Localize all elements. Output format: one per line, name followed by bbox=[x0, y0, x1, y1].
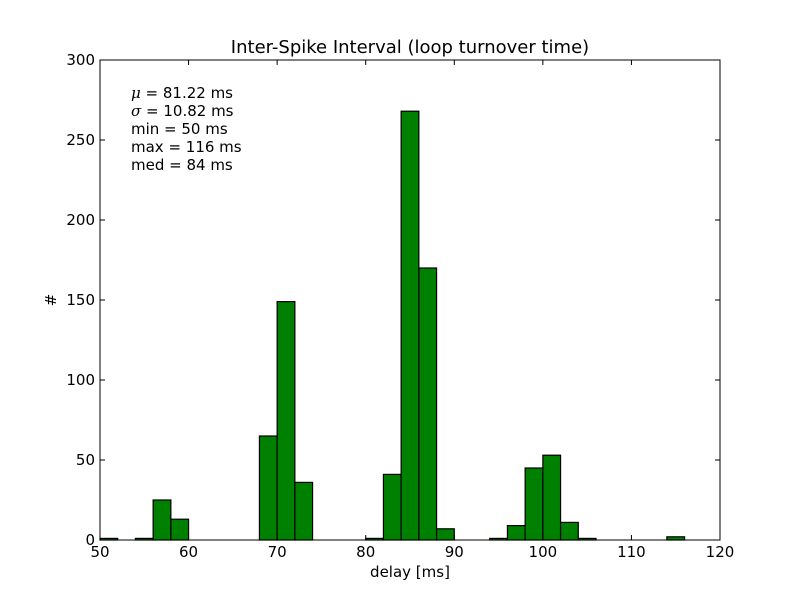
y-tick-label: 300 bbox=[66, 51, 95, 69]
histogram-bar bbox=[418, 267, 438, 541]
y-tick-label: 150 bbox=[66, 291, 95, 309]
stat-line: med = 84 ms bbox=[131, 156, 233, 174]
stat-text: med = 84 ms bbox=[131, 156, 233, 174]
stat-line: max = 116 ms bbox=[131, 138, 242, 156]
x-tick-label: 50 bbox=[90, 543, 109, 561]
histogram-bar bbox=[258, 435, 278, 541]
y-axis-label: # bbox=[42, 294, 60, 307]
histogram-bar bbox=[170, 518, 190, 541]
x-tick-label: 120 bbox=[706, 543, 735, 561]
histogram-bar bbox=[276, 301, 296, 541]
y-tick-label: 0 bbox=[85, 531, 95, 549]
x-tick-label: 60 bbox=[179, 543, 198, 561]
x-tick-label: 110 bbox=[617, 543, 646, 561]
stat-symbol: σ bbox=[131, 102, 142, 120]
stat-symbol: μ bbox=[131, 84, 141, 102]
x-tick-label: 100 bbox=[529, 543, 558, 561]
stat-text: = 81.22 ms bbox=[141, 84, 233, 102]
chart-title: Inter-Spike Interval (loop turnover time… bbox=[231, 37, 589, 58]
histogram-bar bbox=[400, 110, 420, 541]
stat-text: max = 116 ms bbox=[131, 138, 242, 156]
histogram-bar bbox=[435, 528, 455, 541]
stat-line: μ = 81.22 ms bbox=[131, 84, 233, 102]
histogram-bar bbox=[506, 524, 526, 541]
stat-text: min = 50 ms bbox=[131, 120, 228, 138]
stat-line: σ = 10.82 ms bbox=[131, 102, 234, 120]
histogram-bar bbox=[559, 521, 579, 541]
stat-text: = 10.82 ms bbox=[141, 102, 233, 120]
histogram-bar bbox=[294, 481, 314, 541]
histogram-bar bbox=[382, 473, 402, 541]
x-tick-label: 90 bbox=[445, 543, 464, 561]
x-tick-label: 70 bbox=[268, 543, 287, 561]
x-axis-label: delay [ms] bbox=[370, 563, 450, 581]
stat-line: min = 50 ms bbox=[131, 120, 228, 138]
y-tick-label: 50 bbox=[76, 451, 95, 469]
histogram-bar bbox=[524, 467, 544, 541]
bars-group bbox=[99, 110, 686, 541]
y-tick-label: 200 bbox=[66, 211, 95, 229]
y-tick-label: 100 bbox=[66, 371, 95, 389]
x-tick-label: 80 bbox=[356, 543, 375, 561]
y-tick-label: 250 bbox=[66, 131, 95, 149]
histogram-bar bbox=[152, 499, 172, 541]
histogram-bar bbox=[542, 454, 562, 541]
